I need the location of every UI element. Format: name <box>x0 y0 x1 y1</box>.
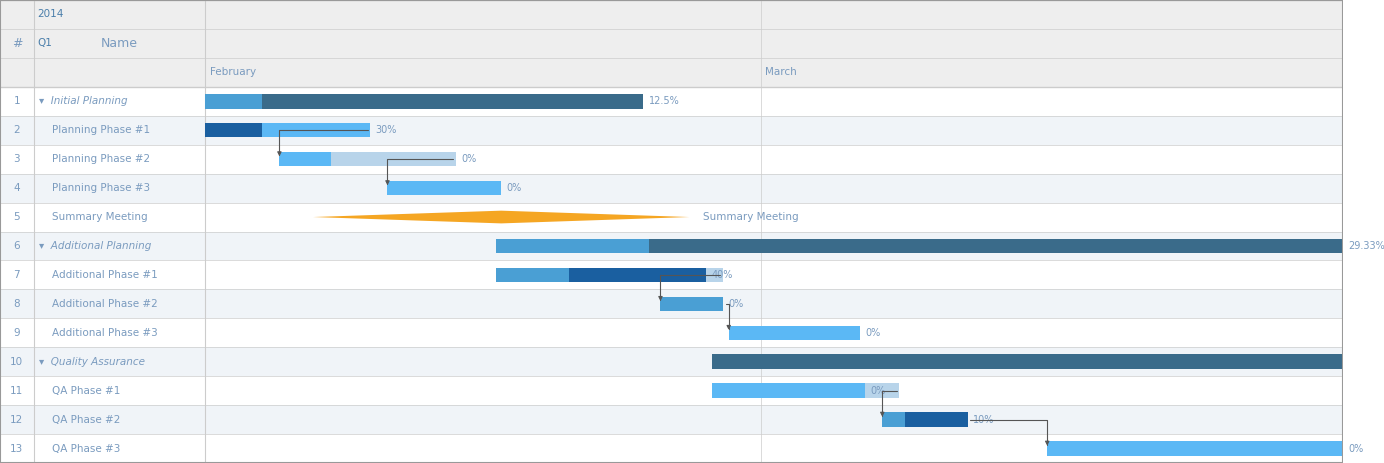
Bar <box>0 58 1342 87</box>
Text: Planning Phase #1: Planning Phase #1 <box>53 125 151 135</box>
Text: Additional Phase #2: Additional Phase #2 <box>53 299 158 309</box>
Bar <box>0 405 1342 434</box>
Text: Name: Name <box>101 37 138 50</box>
Text: Planning Phase #2: Planning Phase #2 <box>53 154 151 164</box>
Text: QA Phase #2: QA Phase #2 <box>53 414 120 425</box>
Bar <box>0 0 1342 29</box>
Bar <box>495 268 569 282</box>
Text: 7: 7 <box>14 270 21 280</box>
Text: 40%: 40% <box>711 270 732 280</box>
Bar <box>0 260 1342 289</box>
Bar <box>280 152 455 166</box>
Bar <box>0 289 1342 319</box>
Bar <box>882 413 967 427</box>
Text: 12.5%: 12.5% <box>649 96 680 106</box>
Text: 10%: 10% <box>973 414 994 425</box>
Text: Additional Phase #3: Additional Phase #3 <box>53 328 158 338</box>
Bar <box>280 152 331 166</box>
Text: QA Phase #3: QA Phase #3 <box>53 444 120 454</box>
Bar <box>786 383 900 398</box>
Text: QA Phase #1: QA Phase #1 <box>53 386 120 396</box>
Bar <box>0 144 1342 174</box>
Text: 0%: 0% <box>865 328 880 338</box>
Bar <box>711 383 865 398</box>
Text: 6: 6 <box>14 241 21 251</box>
Text: 0%: 0% <box>871 386 886 396</box>
Bar <box>1048 441 1342 456</box>
Bar <box>0 203 1342 232</box>
Bar <box>205 123 263 138</box>
Text: ▾  Additional Planning: ▾ Additional Planning <box>39 241 151 251</box>
Bar <box>0 376 1342 405</box>
Bar <box>0 29 1342 58</box>
Text: 8: 8 <box>14 299 21 309</box>
Text: 0%: 0% <box>728 299 743 309</box>
Text: 30%: 30% <box>376 125 397 135</box>
Polygon shape <box>313 211 689 224</box>
Text: 9: 9 <box>14 328 21 338</box>
Text: 3: 3 <box>14 154 21 164</box>
Text: March: March <box>764 67 796 77</box>
Bar <box>495 268 706 282</box>
Bar <box>0 116 1342 144</box>
Bar <box>0 319 1342 347</box>
Text: 1: 1 <box>14 96 21 106</box>
Bar <box>882 413 905 427</box>
Text: 11: 11 <box>10 386 24 396</box>
Text: #: # <box>11 37 22 50</box>
Text: 13: 13 <box>10 444 24 454</box>
Text: 5: 5 <box>14 212 21 222</box>
Text: 10: 10 <box>10 357 24 367</box>
Text: Planning Phase #3: Planning Phase #3 <box>53 183 151 193</box>
Text: ▾  Initial Planning: ▾ Initial Planning <box>39 96 127 106</box>
Text: 2014: 2014 <box>37 9 64 19</box>
Bar <box>388 181 501 195</box>
Text: ▾  Quality Assurance: ▾ Quality Assurance <box>39 357 145 367</box>
Bar <box>205 94 644 108</box>
Text: Summary Meeting: Summary Meeting <box>53 212 148 222</box>
Text: 0%: 0% <box>461 154 476 164</box>
Bar <box>205 123 371 138</box>
Bar <box>0 174 1342 203</box>
Bar <box>729 325 859 340</box>
Text: 12: 12 <box>10 414 24 425</box>
Text: February: February <box>209 67 256 77</box>
Text: 0%: 0% <box>507 183 522 193</box>
Bar <box>660 297 722 311</box>
Bar <box>0 232 1342 260</box>
Text: Q1: Q1 <box>37 38 53 49</box>
Bar <box>558 268 722 282</box>
Bar <box>0 347 1342 376</box>
Text: 0%: 0% <box>1348 444 1363 454</box>
Text: 4: 4 <box>14 183 21 193</box>
Text: Additional Phase #1: Additional Phase #1 <box>53 270 158 280</box>
Bar <box>205 94 263 108</box>
Bar <box>495 239 649 253</box>
Bar <box>0 434 1342 463</box>
Text: Summary Meeting: Summary Meeting <box>703 212 799 222</box>
Text: 2: 2 <box>14 125 21 135</box>
Bar <box>711 355 1342 369</box>
Text: 29.33%: 29.33% <box>1348 241 1384 251</box>
Bar <box>0 87 1342 116</box>
Bar <box>495 239 1342 253</box>
